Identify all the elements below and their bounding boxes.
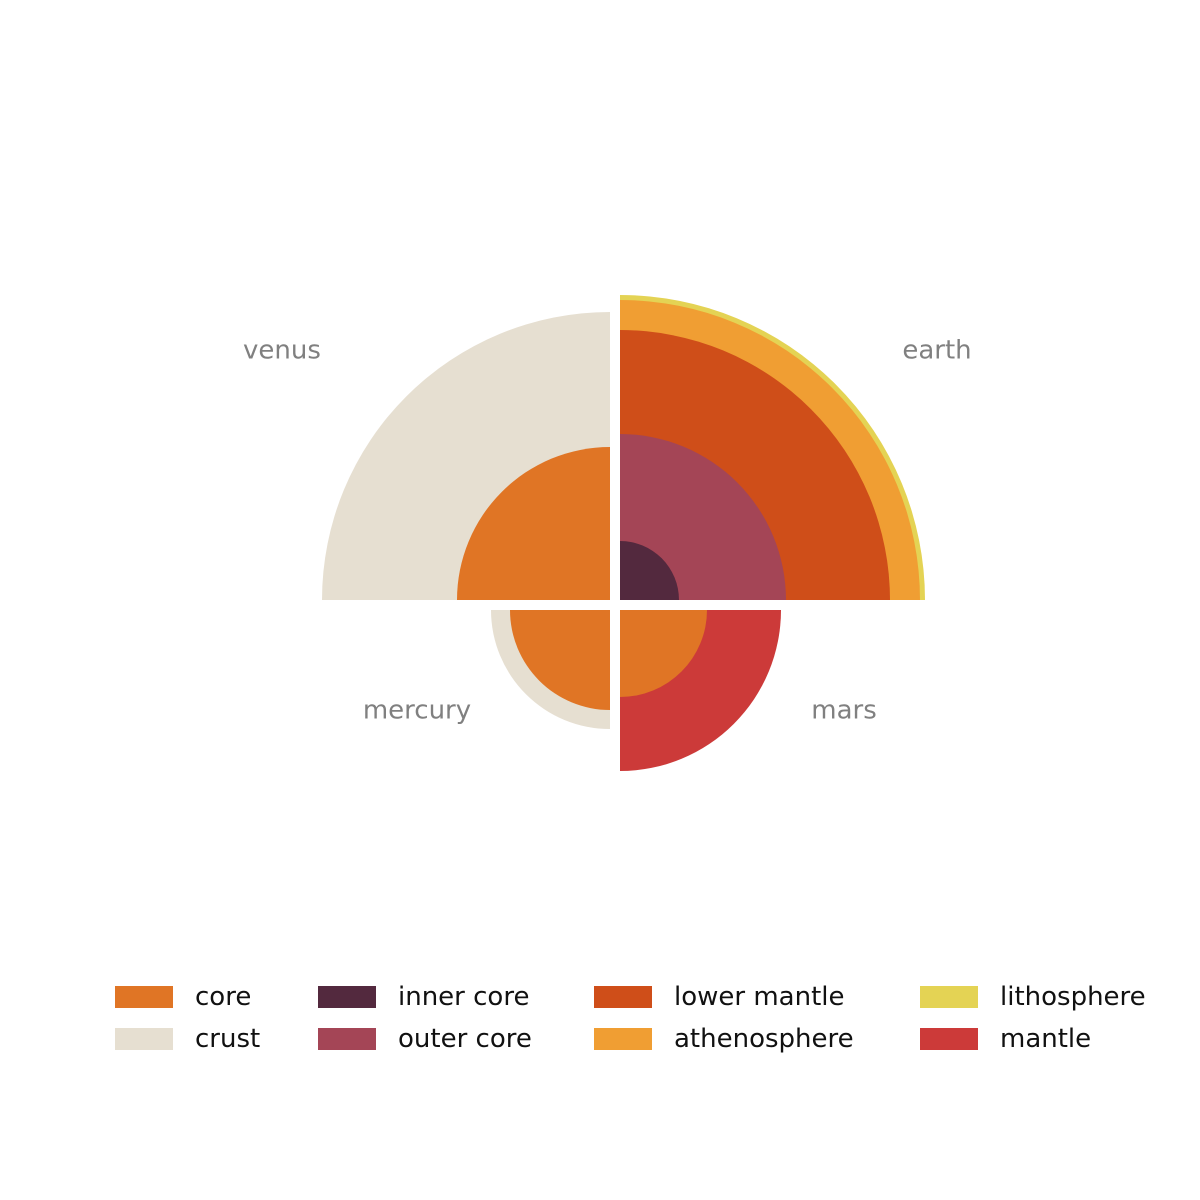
legend-label: crust <box>195 1024 261 1054</box>
legend-swatch <box>920 986 978 1008</box>
legend-item-lower-mantle: lower mantle <box>594 980 845 1014</box>
legend-item-crust: crust <box>115 1022 260 1056</box>
legend-item-core: core <box>115 980 251 1014</box>
mars-core-wedge <box>620 610 707 697</box>
legend-label: lower mantle <box>674 982 845 1012</box>
legend-swatch <box>115 986 173 1008</box>
legend-item-outer-core: outer core <box>318 1022 532 1056</box>
planet-label-mercury: mercury <box>363 696 471 726</box>
planet-mars <box>620 610 781 771</box>
legend-swatch <box>594 986 652 1008</box>
legend: core crust inner core outer core lower mantl… <box>0 970 1200 1070</box>
venus-core-wedge <box>457 447 610 600</box>
planet-label-mars: mars <box>811 696 877 726</box>
planet-earth <box>620 295 925 600</box>
planet-venus <box>322 312 610 600</box>
legend-label: mantle <box>1000 1024 1092 1054</box>
legend-swatch <box>318 1028 376 1050</box>
legend-item-inner-core: inner core <box>318 980 529 1014</box>
legend-item-lithosphere: lithosphere <box>920 980 1146 1014</box>
legend-swatch <box>920 1028 978 1050</box>
mercury-core-wedge <box>510 610 610 710</box>
legend-label: athenosphere <box>674 1024 854 1054</box>
legend-label: core <box>195 982 252 1012</box>
legend-item-mantle: mantle <box>920 1022 1091 1056</box>
planet-mercury <box>491 610 610 729</box>
legend-swatch <box>318 986 376 1008</box>
planet-label-earth: earth <box>902 336 971 366</box>
legend-label: inner core <box>398 982 530 1012</box>
earth-inner-core-wedge <box>620 541 679 600</box>
legend-swatch <box>594 1028 652 1050</box>
legend-item-athenosphere: athenosphere <box>594 1022 854 1056</box>
legend-label: lithosphere <box>1000 982 1146 1012</box>
planet-label-venus: venus <box>243 336 321 366</box>
legend-swatch <box>115 1028 173 1050</box>
legend-label: outer core <box>398 1024 532 1054</box>
planet-layers-chart: venus earth mercury mars <box>243 295 972 771</box>
